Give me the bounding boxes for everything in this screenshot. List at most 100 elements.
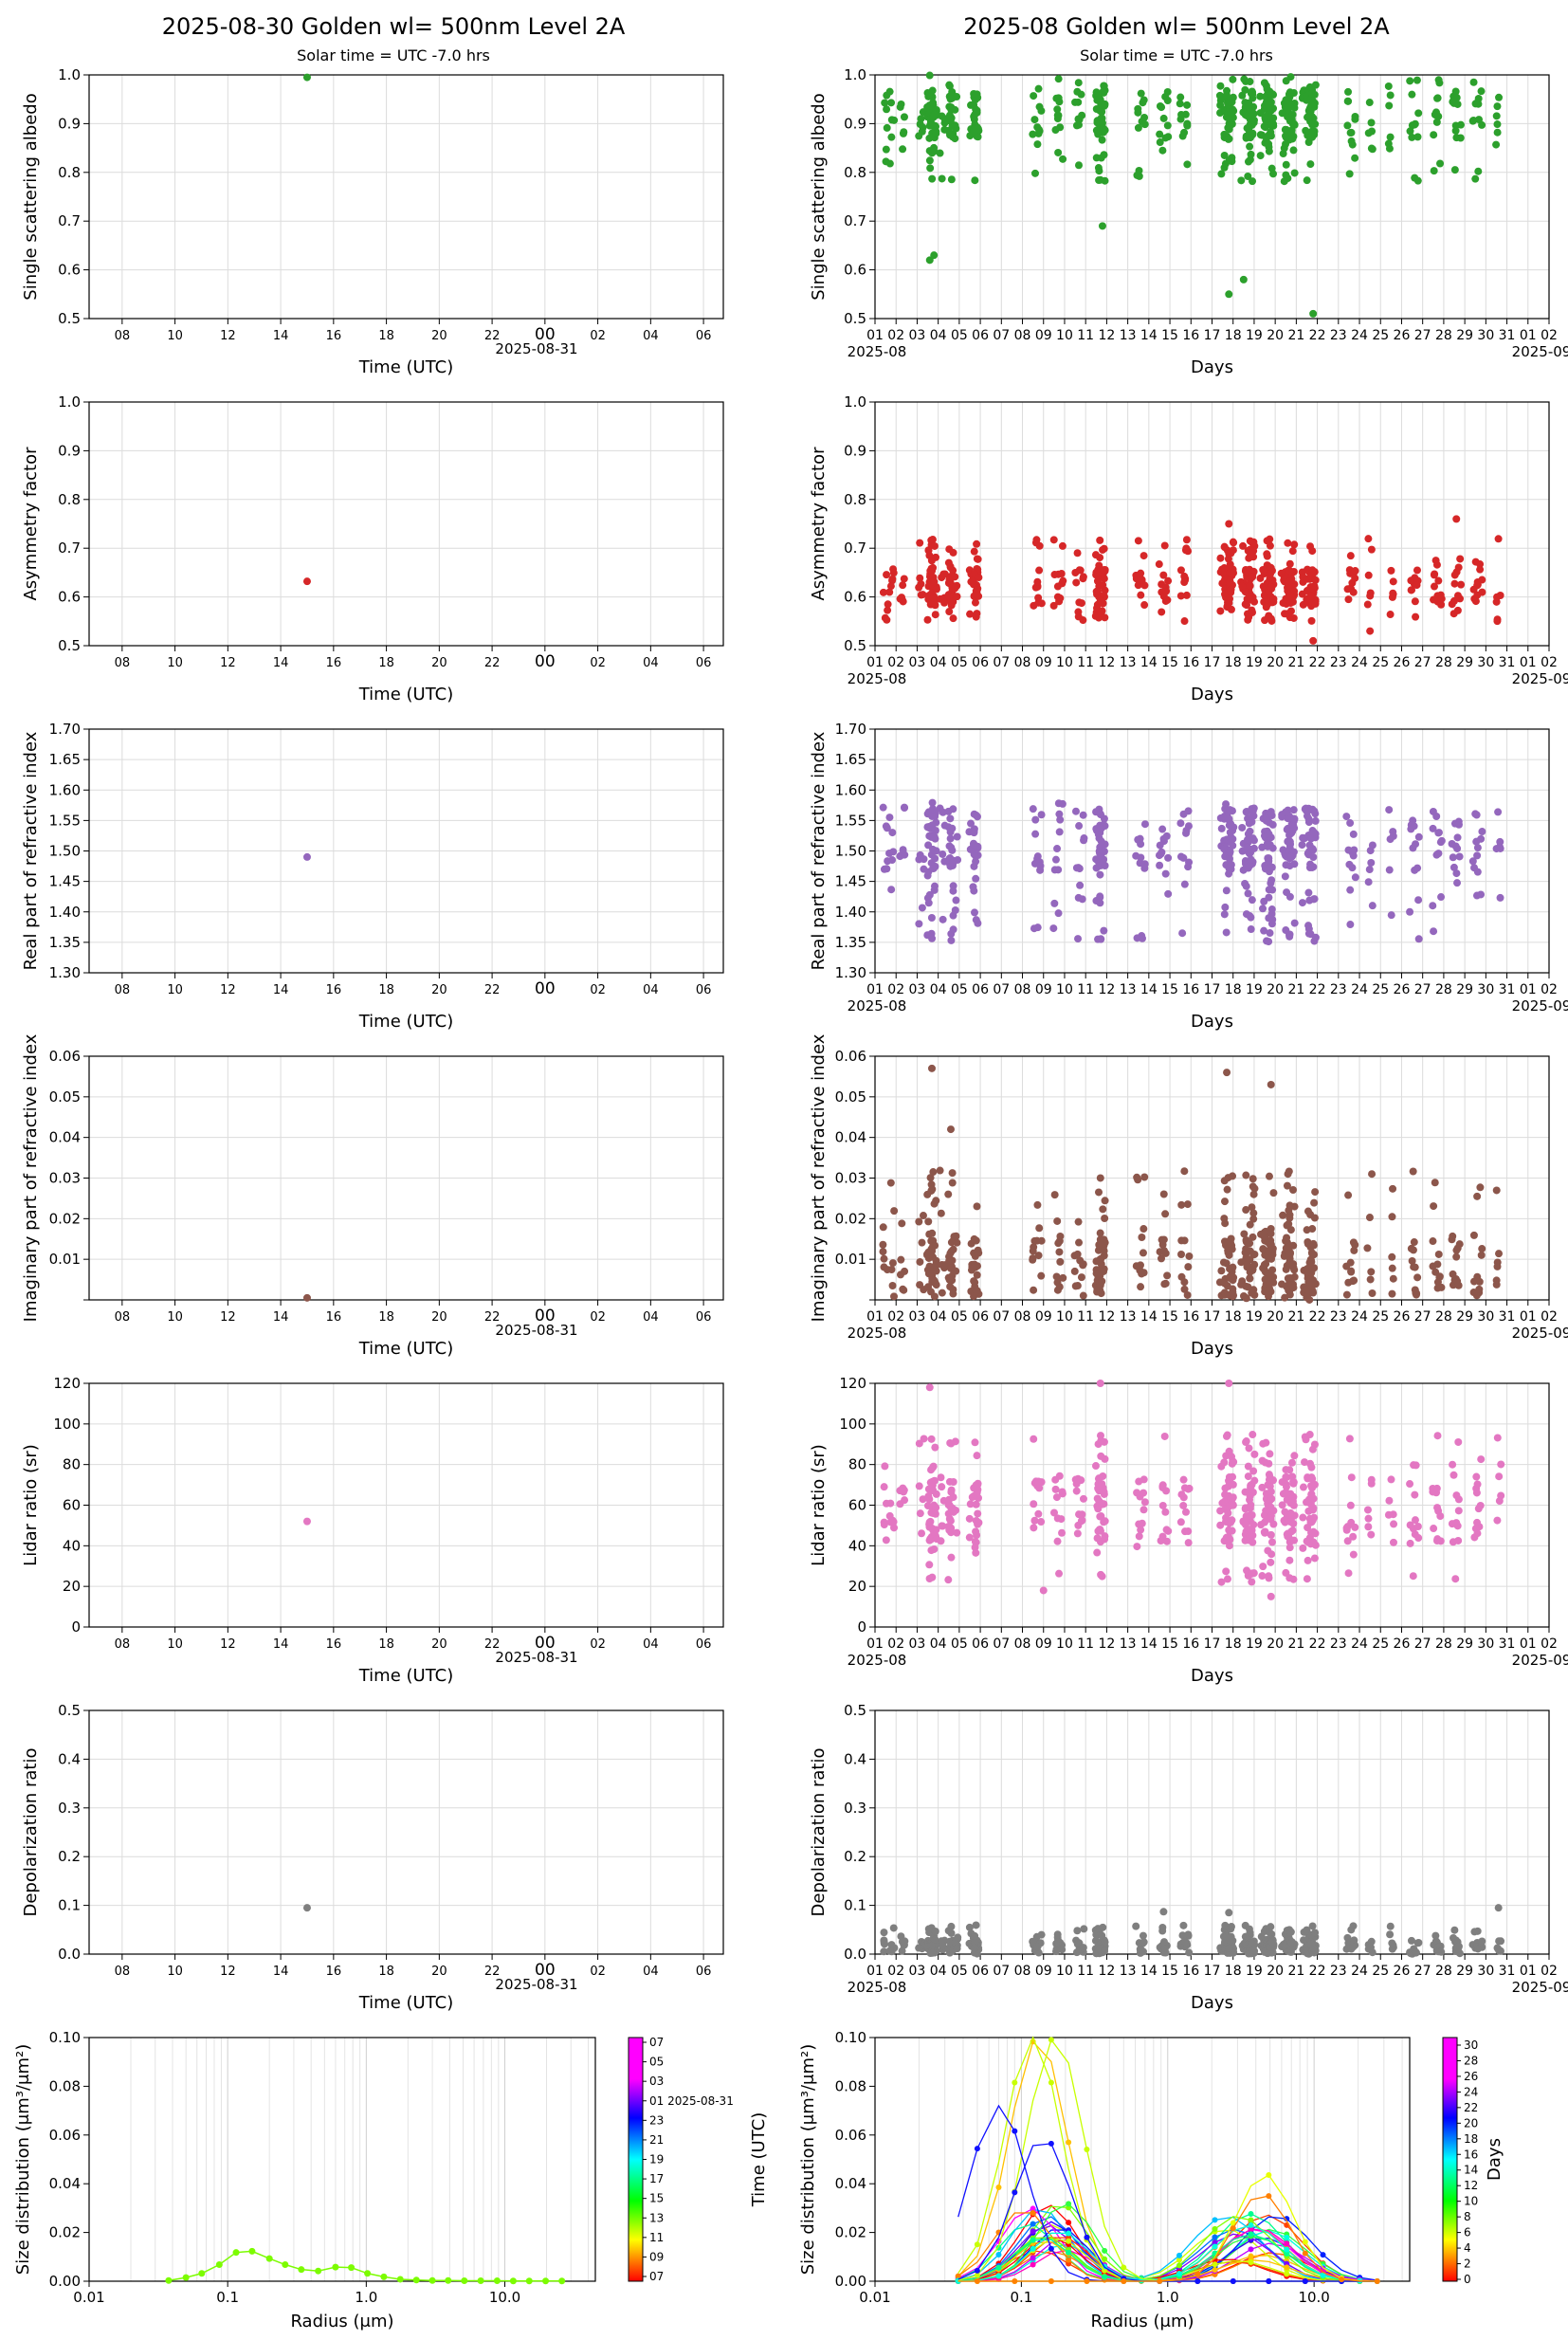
data-point (1366, 627, 1375, 635)
y-tick-label: 80 (63, 1456, 81, 1473)
data-point (1156, 138, 1164, 147)
data-point (971, 1931, 979, 1940)
data-point (1470, 1277, 1479, 1286)
data-point (1224, 1508, 1232, 1517)
data-point (1475, 1285, 1484, 1293)
data-point (1344, 87, 1353, 96)
data-point (953, 93, 961, 101)
y-tick-label: 0.5 (844, 310, 866, 327)
data-point (1249, 573, 1257, 581)
data-point (1096, 899, 1104, 907)
data-point (1247, 550, 1255, 558)
data-point (1469, 1231, 1478, 1239)
data-point (1179, 1475, 1188, 1484)
data-point (1285, 1201, 1294, 1210)
data-point (1285, 559, 1294, 568)
data-point (1436, 1537, 1445, 1545)
x-tick-label: 12 (1098, 982, 1115, 997)
x-tick-label: 28 (1435, 1636, 1452, 1652)
data-point (1239, 275, 1248, 283)
data-point (1034, 1477, 1043, 1486)
data-point (302, 852, 311, 861)
data-point (972, 874, 980, 883)
data-point (1344, 1569, 1353, 1578)
data-point (1268, 1538, 1277, 1546)
data-point (1058, 541, 1067, 550)
y-tick-label: 0.4 (844, 1750, 866, 1767)
x-tick-label: 16 (1182, 1964, 1199, 1979)
x-tick-label: 04 (643, 656, 659, 670)
x-tick-label: 27 (1414, 1636, 1431, 1652)
data-point (1452, 1491, 1461, 1500)
data-point (1037, 1930, 1046, 1939)
x-tick-label: 03 (909, 1636, 926, 1652)
data-point (1229, 1172, 1237, 1180)
data-point (1053, 1938, 1062, 1947)
data-point (1348, 140, 1357, 149)
x-tick-label: 14 (273, 1310, 289, 1325)
data-point (1406, 907, 1414, 916)
data-point (1080, 834, 1088, 843)
data-point (951, 105, 959, 114)
data-point (1184, 1930, 1193, 1939)
data-point (1158, 1240, 1167, 1249)
data-point (1290, 919, 1299, 927)
data-point (1180, 880, 1189, 888)
x-axis-label: Time (UTC) (358, 1012, 454, 1032)
data-point (1242, 1293, 1250, 1302)
data-point (1265, 1172, 1273, 1180)
y-tick-label: 1.0 (844, 66, 866, 83)
data-point (1344, 1191, 1353, 1199)
x-tick-label: 04 (643, 1637, 659, 1652)
data-point (1342, 1524, 1351, 1532)
x-tick-label: 06 (696, 329, 712, 343)
data-point (880, 1254, 888, 1263)
data-point (1034, 1252, 1043, 1260)
data-point (1309, 1504, 1318, 1512)
data-point (1250, 1450, 1259, 1458)
data-point (1287, 1527, 1296, 1536)
data-point (1222, 800, 1231, 809)
right-panel-depol: 01 02 03 04 05 06 07 08 09 10 11 12 13 14 15 16 17 18 19 20… (809, 1702, 1568, 2013)
x-tick-label: 07 (993, 1309, 1010, 1325)
plot-frame (88, 1382, 724, 1628)
data-point (1309, 828, 1318, 836)
x-tick-label: 10 (1056, 1964, 1073, 1979)
data-point (1140, 1498, 1149, 1507)
x-tick-label: 05 (951, 1636, 968, 1652)
x-tick-label: 19 (1246, 1636, 1263, 1652)
data-point (1268, 844, 1277, 852)
x-tick-label: 24 (1351, 1636, 1368, 1652)
date-label: 2025-08-31 (495, 1976, 577, 1993)
data-point (1037, 599, 1046, 608)
data-point (879, 803, 887, 812)
data-point (1285, 1466, 1294, 1474)
data-point (945, 608, 954, 616)
x-tick-label: 01 (1520, 1964, 1537, 1979)
y-tick-label: 0.9 (58, 442, 81, 459)
x-tick-label: 22 (484, 1637, 501, 1652)
x-axis-label: Time (UTC) (358, 1993, 454, 2013)
data-point (930, 1292, 939, 1301)
data-point (1284, 174, 1292, 183)
data-point (880, 1947, 888, 1956)
data-point (972, 1500, 980, 1508)
y-tick-label: 0.02 (49, 2224, 81, 2241)
data-point (1472, 1489, 1481, 1497)
data-point (1413, 76, 1421, 84)
x-tick-label: 15 (1161, 1636, 1178, 1652)
end-date-label: 2025-09 (1512, 1979, 1568, 1996)
data-point (1432, 118, 1441, 126)
plot-frame (874, 728, 1550, 974)
x-tick-label: 07 (993, 328, 1010, 343)
data-point (951, 584, 959, 593)
x-tick-label: 14 (1140, 328, 1158, 343)
x-tick-label: 15 (1161, 982, 1178, 997)
y-tick-label: 1.55 (49, 812, 81, 829)
size-point (1284, 2234, 1290, 2240)
data-point (1240, 1230, 1249, 1238)
data-point (971, 598, 979, 607)
data-point (1137, 1946, 1145, 1954)
data-point (1185, 1252, 1194, 1260)
data-point (1250, 1250, 1259, 1258)
